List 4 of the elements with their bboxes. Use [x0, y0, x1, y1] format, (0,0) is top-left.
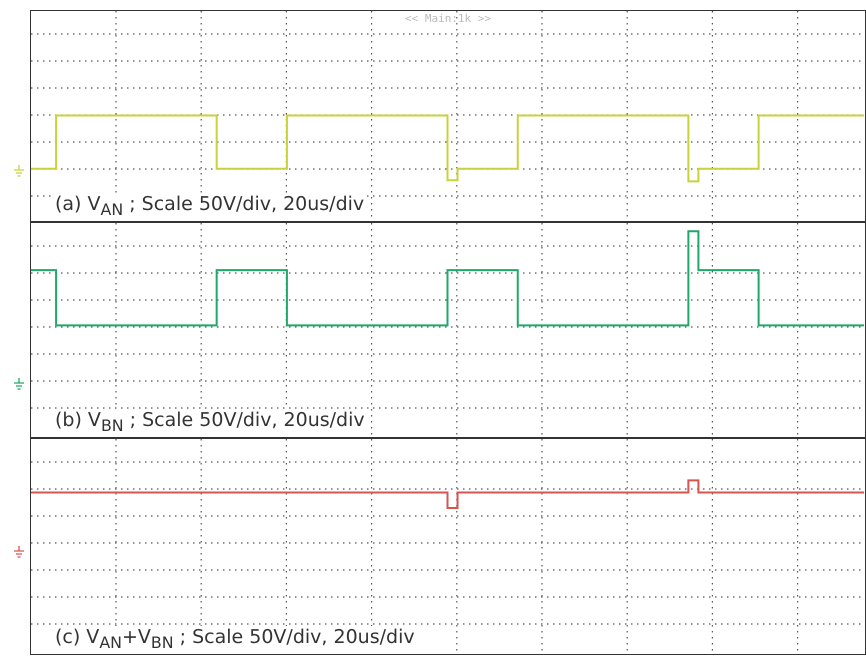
annotation: (c) V$_{AN}$+V$_{BN}$ ; Scale 50V/div, 20us/div	[53, 626, 417, 652]
text: << Main:1k >>	[404, 12, 492, 25]
annotation: (a) V$_{AN}$ ; Scale 50V/div, 20us/div	[53, 193, 366, 219]
annotation: (b) V$_{BN}$ ; Scale 50V/div, 20us/div	[53, 409, 367, 435]
